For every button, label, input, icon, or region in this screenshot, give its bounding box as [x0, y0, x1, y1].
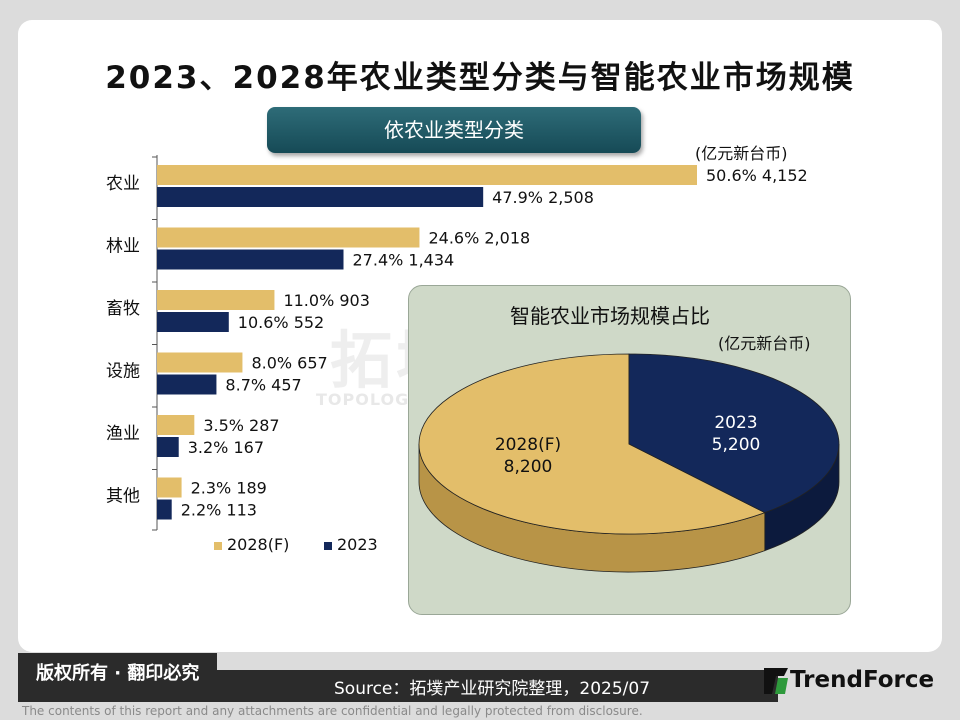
- category-label: 设施: [106, 362, 140, 382]
- data-label: 47.9% 2,508: [492, 188, 594, 207]
- bar-2023: [157, 374, 217, 395]
- trendforce-logo-icon: [764, 668, 788, 694]
- category-label: 其他: [106, 487, 140, 507]
- pie-label-2028: 2028(F): [495, 435, 561, 455]
- data-label: 8.7% 457: [225, 376, 301, 395]
- legend-swatch: [214, 542, 222, 550]
- bar-2028: [157, 227, 420, 248]
- brand-name: TrendForce: [790, 667, 935, 693]
- legend-label: 2023: [337, 535, 378, 554]
- trendforce-logo: [762, 660, 942, 700]
- data-label: 8.0% 657: [251, 354, 327, 373]
- bar-2028: [157, 165, 697, 185]
- data-label: 27.4% 1,434: [353, 251, 455, 270]
- data-label: 2.3% 189: [191, 479, 267, 498]
- page-title: 2023、2028年农业类型分类与智能农业市场规模: [105, 60, 855, 96]
- category-pill: 依农业类型分类: [267, 107, 641, 153]
- data-label: 3.2% 167: [188, 438, 264, 457]
- disclaimer: The contents of this report and any atta…: [22, 704, 643, 718]
- bar-2023: [157, 312, 229, 332]
- source-note: Source：拓墣产业研究院整理，2025/07: [334, 679, 651, 699]
- data-label: 2.2% 113: [181, 501, 257, 520]
- data-label: 10.6% 552: [238, 313, 324, 332]
- bar-unit-label: (亿元新台币): [695, 144, 788, 163]
- pie-slice-2028: [418, 353, 766, 535]
- data-label: 50.6% 4,152: [706, 166, 808, 185]
- pie-unit-label: (亿元新台币): [718, 334, 811, 353]
- category-label: 畜牧: [106, 299, 140, 319]
- copyright-notice: 版权所有 · 翻印必究: [18, 653, 218, 695]
- pie-value-2023: 5,200: [712, 435, 761, 455]
- bar-2023: [157, 437, 179, 457]
- bar-2028: [157, 415, 195, 435]
- category-label: 林业: [106, 237, 140, 257]
- category-label: 渔业: [106, 424, 140, 444]
- bar-2023: [157, 187, 484, 207]
- pie-value-2028: 8,200: [504, 457, 553, 477]
- category-label: 农业: [106, 174, 140, 194]
- pie-slice-2023: [628, 353, 840, 514]
- data-label: 24.6% 2,018: [428, 229, 530, 248]
- bar-2028: [157, 352, 243, 373]
- legend-label: 2028(F): [227, 535, 289, 554]
- bar-2028: [157, 290, 275, 310]
- bar-2023: [157, 249, 344, 270]
- bar-2028: [157, 477, 182, 498]
- data-label: 3.5% 287: [203, 416, 279, 435]
- pie-label-2023: 2023: [714, 413, 757, 433]
- data-label: 11.0% 903: [283, 291, 369, 310]
- bar-2023: [157, 499, 172, 520]
- pie-title: 智能农业市场规模占比: [510, 304, 710, 328]
- legend-swatch: [324, 542, 332, 550]
